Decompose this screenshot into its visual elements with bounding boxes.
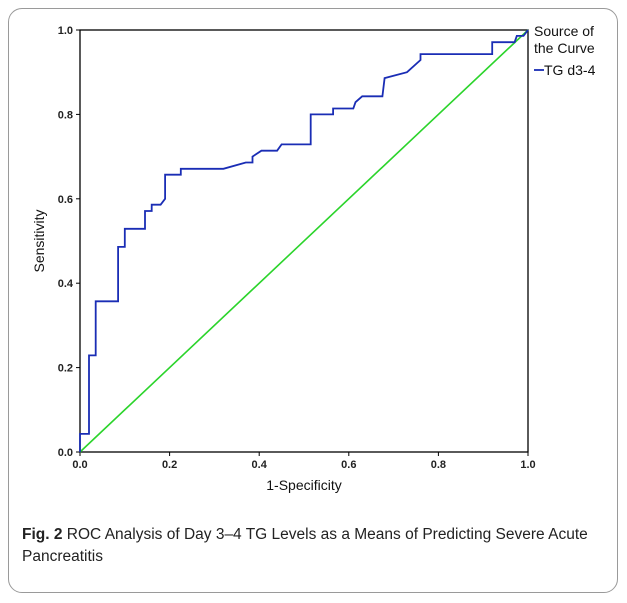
x-tick-label: 0.4 <box>252 459 268 471</box>
legend: Source of the Curve TG d3-4 <box>534 23 596 78</box>
reference-line <box>79 29 529 453</box>
figure-label: Fig. 2 <box>22 526 63 543</box>
x-tick-label: 1.0 <box>520 459 535 471</box>
x-axis-label: 1-Specificity <box>266 477 341 493</box>
y-tick-label: 0.4 <box>58 278 74 290</box>
x-tick-label: 0.6 <box>341 459 356 471</box>
tick-labels: 0.0 0.2 0.4 0.6 0.8 1.0 0.0 0.2 0.4 0.6 0.8 1.0 <box>58 25 536 471</box>
figure-frame <box>8 8 618 593</box>
caption-text: ROC Analysis of Day 3–4 TG Levels as a M… <box>22 526 588 565</box>
legend-title-line-1: Source of <box>534 23 594 39</box>
roc-chart: 0.0 0.2 0.4 0.6 0.8 1.0 0.0 0.2 0.4 0.6 0.8 1.0 1-S… <box>31 23 596 493</box>
y-tick-label: 0.6 <box>58 194 73 206</box>
x-tick-label: 0.0 <box>72 459 87 471</box>
curves <box>79 29 529 453</box>
figure-caption: Fig. 2 ROC Analysis of Day 3–4 TG Levels… <box>22 524 612 568</box>
y-tick-label: 0.2 <box>58 363 73 375</box>
y-axis-label: Sensitivity <box>31 209 47 272</box>
roc-curve-tg-d3-4 <box>79 29 529 452</box>
x-tick-label: 0.2 <box>162 459 177 471</box>
plot-area <box>79 29 529 453</box>
plot-border <box>79 29 529 453</box>
y-tick-label: 1.0 <box>58 25 73 37</box>
legend-title-line-2: the Curve <box>534 40 595 56</box>
y-tick-label: 0.8 <box>58 109 73 121</box>
y-tick-label: 0.0 <box>58 447 73 459</box>
legend-entry-tg-d3-4: TG d3-4 <box>544 62 596 78</box>
x-tick-label: 0.8 <box>431 459 446 471</box>
